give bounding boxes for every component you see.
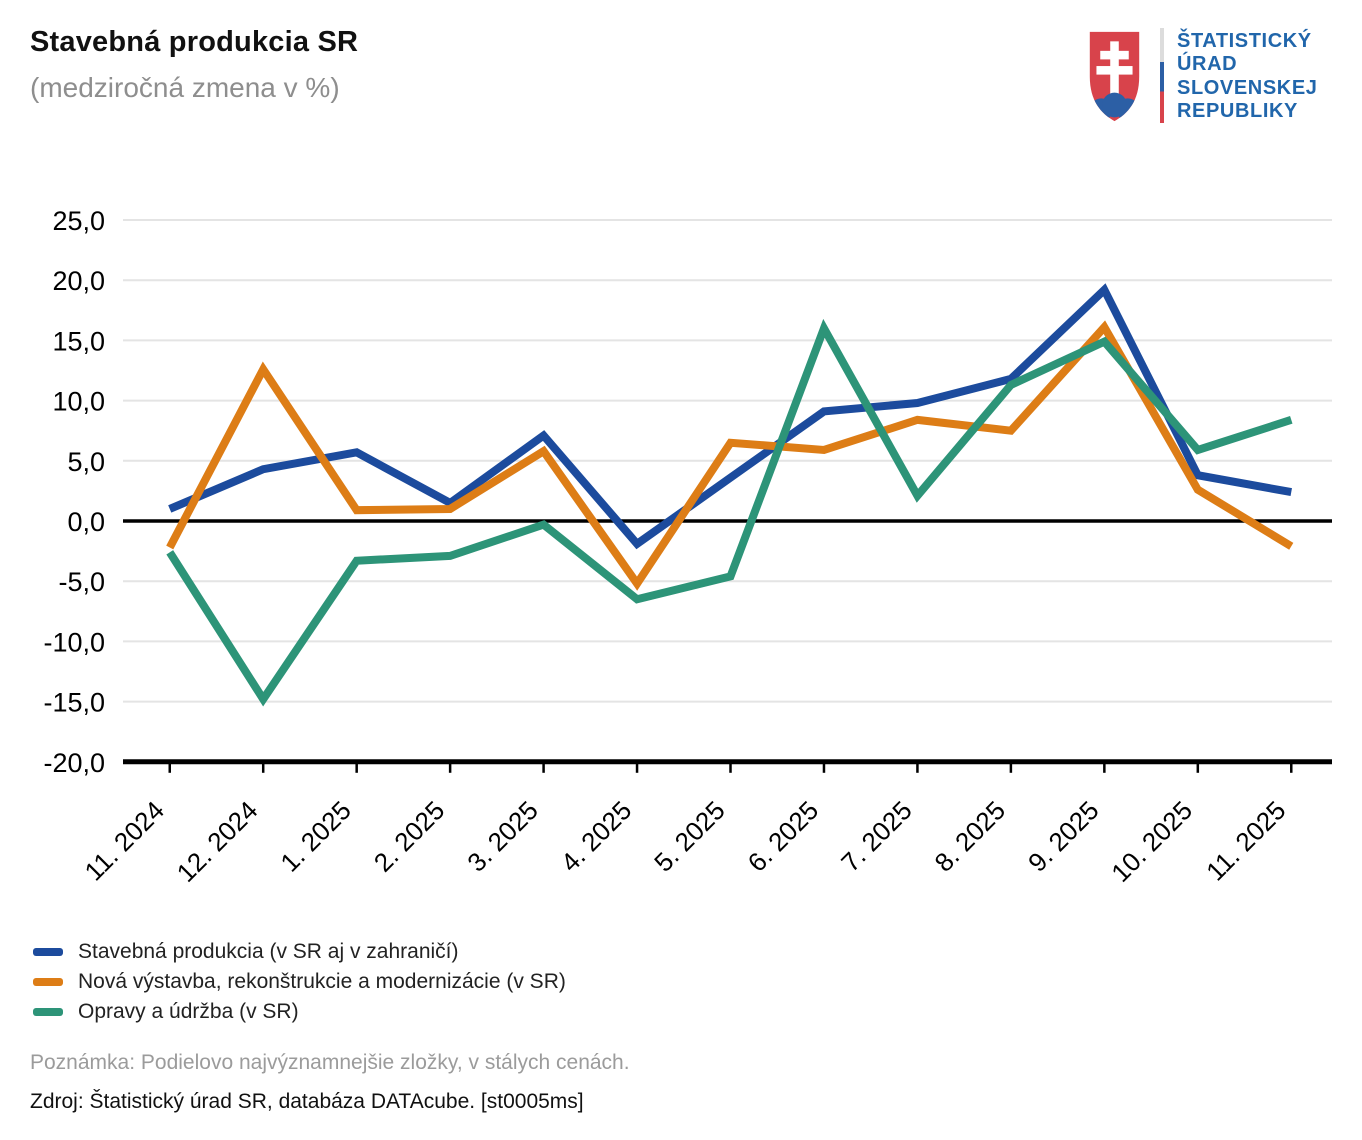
y-tick-label: 10,0 [52, 387, 105, 417]
x-tick-label: 11. 2025 [1200, 795, 1291, 886]
y-tick-label: 20,0 [52, 266, 105, 296]
legend-swatch-nova-vystavba [33, 978, 63, 986]
chart-source: Zdroj: Štatistický úrad SR, databáza DAT… [30, 1090, 584, 1113]
y-tick-label: 15,0 [52, 326, 105, 356]
legend-item: Nová výstavba, rekonštrukcie a modernizá… [33, 967, 566, 997]
chart-legend: Stavebná produkcia (v SR aj v zahraničí)… [33, 937, 566, 1027]
y-tick-label: -10,0 [43, 627, 105, 657]
y-tick-label: 25,0 [52, 206, 105, 236]
slovak-emblem-icon [1089, 31, 1140, 122]
x-tick-label: 12. 2024 [171, 795, 264, 888]
x-tick-label: 6. 2025 [742, 795, 825, 878]
logo-text: ŠTATISTICKÝ ÚRAD SLOVENSKEJ REPUBLIKY [1177, 30, 1317, 123]
page-title: Stavebná produkcia SR [30, 26, 359, 58]
x-tick-label: 10. 2025 [1105, 795, 1198, 888]
legend-label: Nová výstavba, rekonštrukcie a modernizá… [78, 970, 566, 993]
series-line-2 [166, 318, 1293, 707]
x-tick-label: 9. 2025 [1022, 795, 1105, 878]
legend-swatch-opravy-udrzba [33, 1008, 63, 1016]
statistical-office-logo: ŠTATISTICKÝ ÚRAD SLOVENSKEJ REPUBLIKY [1086, 28, 1317, 125]
logo-text-line: ŠTATISTICKÝ [1177, 30, 1312, 52]
logo-text-line: ÚRAD [1177, 53, 1238, 76]
legend-swatch-stavebna-produkcia [33, 948, 63, 956]
series-line-0 [168, 283, 1292, 550]
y-tick-label: -20,0 [43, 748, 105, 778]
x-tick-label: 5. 2025 [648, 795, 731, 878]
logo-text-line: REPUBLIKY [1177, 99, 1298, 122]
x-tick-label: 2. 2025 [368, 795, 451, 878]
x-tick-label: 4. 2025 [555, 795, 638, 878]
x-tick-label: 8. 2025 [929, 795, 1012, 878]
x-tick-label: 3. 2025 [461, 795, 544, 878]
logo-text-line: SLOVENSKEJ [1177, 76, 1318, 99]
legend-item: Opravy a údržba (v SR) [33, 997, 566, 1027]
x-tick-label: 7. 2025 [835, 795, 918, 878]
chart-header: Stavebná produkcia SR (medziročná zmena … [30, 24, 358, 105]
legend-label: Opravy a údržba (v SR) [78, 1000, 299, 1023]
page-subtitle: (medziročná zmena v %) [30, 72, 340, 103]
legend-item: Stavebná produkcia (v SR aj v zahraničí) [33, 937, 566, 967]
y-tick-label: 0,0 [67, 507, 105, 537]
x-tick-label: 1. 2025 [274, 795, 357, 878]
double-cross-icon [1096, 41, 1133, 99]
y-tick-label: -5,0 [58, 567, 105, 597]
series-line-1 [166, 320, 1294, 591]
y-tick-label: 5,0 [67, 447, 105, 477]
chart-note: Poznámka: Podielovo najvýznamnejšie zlož… [30, 1051, 630, 1074]
x-tick-label: 11. 2024 [79, 795, 170, 886]
y-tick-label: -15,0 [43, 688, 105, 718]
logo-tricolor-bar [1160, 28, 1164, 123]
legend-label: Stavebná produkcia (v SR aj v zahraničí) [78, 940, 459, 963]
